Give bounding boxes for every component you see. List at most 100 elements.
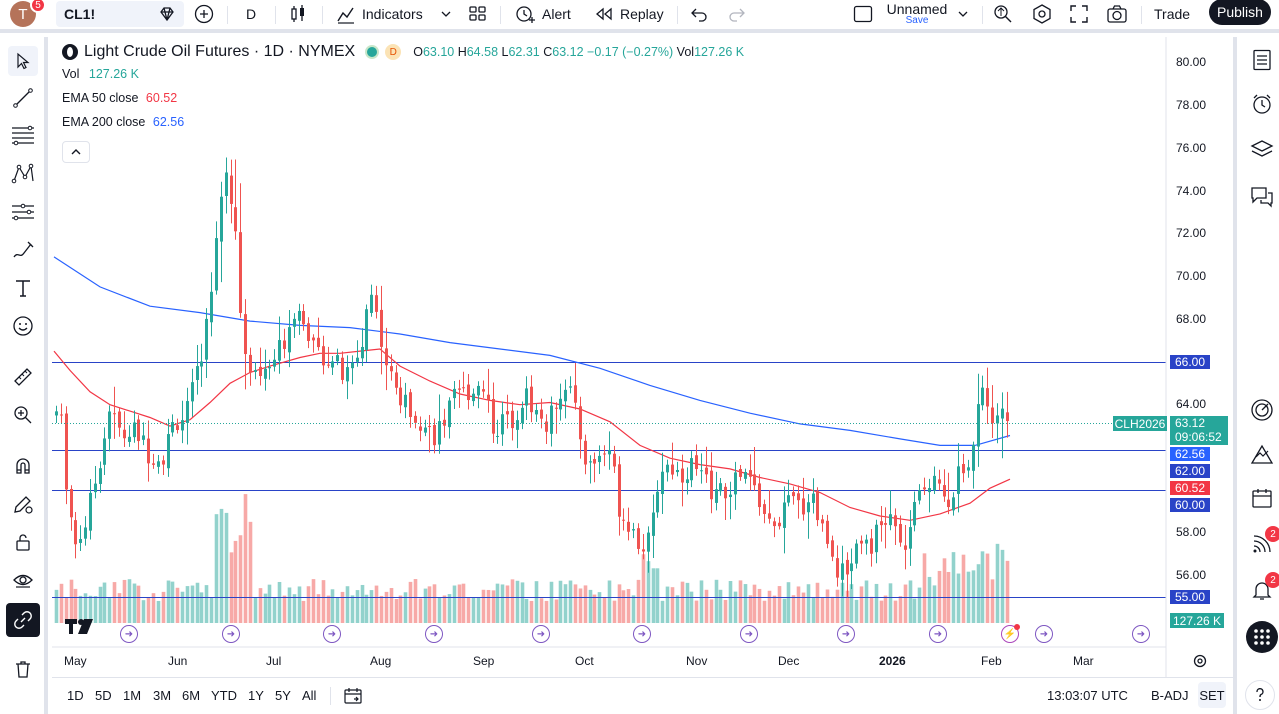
volume-bar [539, 598, 544, 623]
volume-bar [685, 582, 690, 623]
chat-icon[interactable] [1247, 182, 1277, 212]
candle-body [681, 468, 684, 483]
last-price-label: 63.12 09:06:52 [1170, 416, 1228, 445]
pattern-icon[interactable] [8, 159, 38, 189]
axis-settings-icon[interactable] [1192, 653, 1208, 672]
brush-icon[interactable] [8, 235, 38, 265]
trend-line-icon[interactable] [8, 83, 38, 113]
eye-icon[interactable] [8, 565, 38, 595]
trade-button[interactable]: Trade [1154, 3, 1190, 25]
quick-search-icon[interactable] [992, 3, 1014, 25]
badj-toggle[interactable]: B-ADJ [1151, 688, 1189, 703]
contract-label: CLH2026 [1113, 416, 1167, 431]
volume-bar [917, 587, 922, 623]
layers-icon[interactable] [1247, 135, 1277, 165]
indicators-button[interactable]: Indicators [336, 3, 423, 25]
volume-bar [199, 592, 204, 623]
candle-body [758, 483, 761, 508]
event-marker-icon[interactable]: ➜ [120, 625, 138, 643]
event-marker-icon[interactable]: ➜ [1035, 625, 1053, 643]
camera-icon[interactable] [1106, 3, 1128, 25]
trash-icon[interactable] [8, 654, 38, 684]
range-1d[interactable]: 1D [67, 688, 84, 703]
volume-bar [364, 594, 369, 623]
redo-icon[interactable] [728, 3, 746, 25]
event-marker-icon[interactable]: ➜ [222, 625, 240, 643]
add-symbol-icon[interactable] [194, 3, 214, 25]
publish-button[interactable]: Publish [1209, 0, 1271, 25]
range-6m[interactable]: 6M [182, 688, 201, 703]
range-ytd[interactable]: YTD [211, 688, 237, 703]
zoom-icon[interactable] [8, 400, 38, 430]
emoji-icon[interactable] [8, 311, 38, 341]
collapse-legend-button[interactable] [62, 141, 90, 163]
event-marker-icon[interactable]: ➜ [532, 625, 550, 643]
legend-title[interactable]: Light Crude Oil Futures · 1D · NYMEX [84, 43, 356, 60]
calendar-icon[interactable] [1247, 483, 1277, 513]
range-5d[interactable]: 5D [95, 688, 112, 703]
alert-button[interactable]: Alert [514, 3, 571, 25]
interval-button[interactable]: D [246, 3, 256, 25]
event-marker-icon[interactable]: ➜ [425, 625, 443, 643]
products-grid-icon[interactable] [1246, 621, 1278, 653]
drawing-toolbar [0, 37, 48, 714]
layout-checkbox-icon[interactable] [853, 3, 873, 25]
diamond-icon[interactable] [158, 3, 176, 25]
range-1m[interactable]: 1M [123, 688, 142, 703]
ruler-icon[interactable] [8, 362, 38, 392]
candle-body [894, 515, 897, 527]
fib-icon[interactable] [8, 121, 38, 151]
lock-icon[interactable] [8, 527, 38, 557]
projection-icon[interactable] [8, 197, 38, 227]
bell-icon[interactable] [1247, 575, 1277, 605]
candle-body [511, 410, 514, 429]
range-3m[interactable]: 3M [153, 688, 172, 703]
link-icon[interactable] [6, 603, 40, 637]
layout-name[interactable]: Unnamed Save [884, 1, 950, 26]
candle-body [351, 362, 354, 369]
replay-button[interactable]: Replay [594, 3, 664, 25]
volume-legend[interactable]: Vol 127.26 K [62, 67, 744, 85]
help-icon[interactable] [1245, 680, 1275, 710]
chevron-down-icon[interactable] [957, 3, 969, 25]
event-marker-icon[interactable]: ➜ [323, 625, 341, 643]
data-window-icon[interactable] [1247, 395, 1277, 425]
undo-icon[interactable] [690, 3, 708, 25]
utc-clock[interactable]: 13:03:07 UTC [1047, 688, 1128, 703]
candle-body [288, 327, 291, 353]
volume-bar [136, 585, 141, 623]
price-chart[interactable] [52, 37, 1233, 677]
hotlist-icon[interactable] [1247, 439, 1277, 469]
chevron-down-icon[interactable] [440, 3, 452, 25]
volume-bar [287, 587, 292, 623]
event-marker-icon[interactable]: ➜ [740, 625, 758, 643]
ohlc-values: O63.10 H64.58 L62.31 C63.12 −0.17 (−0.27… [413, 45, 744, 59]
event-marker-icon[interactable]: ➜ [633, 625, 651, 643]
watchlist-icon[interactable] [1247, 45, 1277, 75]
alarm-clock-icon[interactable] [1247, 89, 1277, 119]
ema200-legend[interactable]: EMA 200 close 62.56 [62, 115, 744, 133]
volume-bar [660, 600, 665, 623]
fullscreen-icon[interactable] [1069, 3, 1089, 25]
volume-bar [122, 579, 127, 623]
event-marker-icon[interactable]: ➜ [1132, 625, 1150, 643]
range-5y[interactable]: 5Y [275, 688, 291, 703]
templates-icon[interactable] [468, 3, 488, 25]
range-1y[interactable]: 1Y [248, 688, 264, 703]
text-tool-icon[interactable] [8, 273, 38, 303]
set-toggle[interactable]: SET [1198, 682, 1226, 708]
event-marker-icon[interactable]: ➜ [837, 625, 855, 643]
ema50-legend[interactable]: EMA 50 close 60.52 [62, 91, 744, 109]
stay-drawing-icon[interactable] [8, 489, 38, 519]
date-range-icon[interactable] [343, 686, 363, 709]
magnet-icon[interactable] [8, 451, 38, 481]
ideas-stream-icon[interactable] [1247, 529, 1277, 559]
cursor-icon[interactable] [8, 46, 38, 76]
candle-body [361, 346, 364, 359]
tradingview-logo-icon[interactable] [64, 617, 98, 638]
candles-icon[interactable] [288, 3, 308, 25]
candle-body [128, 436, 131, 442]
settings-icon[interactable] [1031, 3, 1053, 25]
range-all[interactable]: All [302, 688, 317, 703]
event-marker-icon[interactable]: ➜ [929, 625, 947, 643]
